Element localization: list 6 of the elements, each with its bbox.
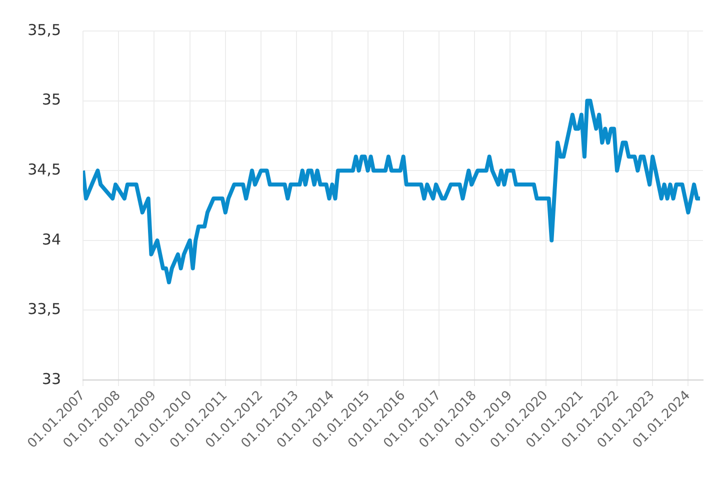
y-tick-label: 34,5 (28, 160, 61, 178)
y-tick-label: 33,5 (28, 300, 61, 318)
y-tick-label: 35,5 (28, 20, 61, 39)
y-tick-label: 34 (42, 230, 61, 248)
y-tick-label: 33 (42, 370, 61, 388)
y-tick-label: 35 (42, 90, 61, 109)
